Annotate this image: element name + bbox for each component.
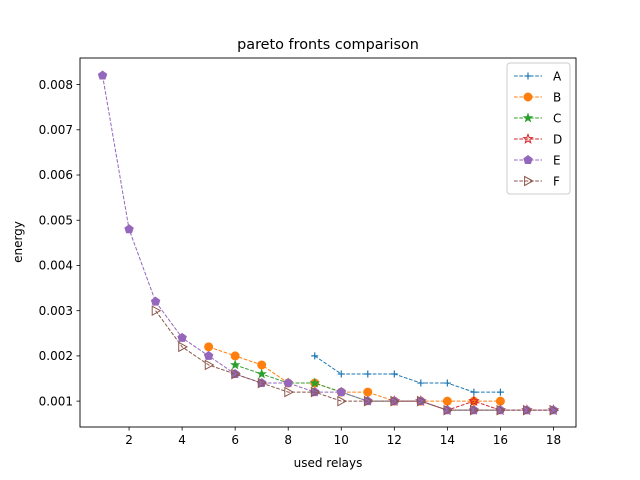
- series-E: [97, 70, 559, 415]
- legend-box: [506, 62, 571, 195]
- x-tick-label: 12: [387, 433, 402, 447]
- data-point-F: [231, 368, 242, 380]
- data-point-A: [337, 370, 345, 378]
- x-tick-label: 14: [440, 433, 455, 447]
- x-tick-label: 8: [284, 433, 292, 447]
- x-axis-ticks: 2 4 6 8 10 12 14 16 18: [125, 427, 561, 447]
- data-point-F: [496, 404, 507, 416]
- x-tick-label: 16: [493, 433, 508, 447]
- data-point-F: [310, 386, 321, 398]
- data-point-C: [256, 368, 267, 379]
- legend-entry-A: A: [514, 70, 562, 84]
- data-point-F: [549, 404, 560, 416]
- legend-label: B: [553, 91, 561, 105]
- series-E-line: [102, 75, 554, 411]
- data-point-B: [495, 396, 505, 406]
- y-tick-label: 0.005: [39, 213, 73, 227]
- legend-label: E: [553, 154, 561, 168]
- data-point-F: [204, 359, 215, 371]
- data-point-B: [257, 360, 267, 370]
- data-point-A: [390, 370, 398, 378]
- legend-label: D: [553, 133, 562, 147]
- legend-label: C: [553, 112, 561, 126]
- data-point-C: [229, 359, 241, 370]
- y-tick-label: 0.001: [39, 394, 73, 408]
- data-point-F: [469, 404, 480, 416]
- y-axis-ticks: 0.001 0.002 0.003 0.004 0.005 0.006 0.007 0.008: [39, 78, 80, 408]
- data-point-E: [177, 332, 187, 342]
- data-point-E: [150, 296, 161, 306]
- x-tick-label: 10: [334, 433, 349, 447]
- y-tick-label: 0.006: [39, 168, 73, 182]
- data-point-B: [204, 342, 214, 352]
- data-point-A: [311, 352, 319, 360]
- data-point-F: [363, 395, 374, 407]
- legend-entry-D: D: [514, 133, 562, 147]
- legend-marker-D: [522, 132, 534, 144]
- series-A: [311, 352, 504, 396]
- data-point-A: [364, 370, 372, 378]
- data-point-A: [417, 379, 425, 387]
- data-point-F: [390, 395, 401, 407]
- legend-marker-F: [524, 175, 534, 187]
- data-point-B: [363, 387, 373, 397]
- data-point-B: [442, 396, 452, 406]
- data-point-E: [283, 378, 293, 388]
- data-point-C: [309, 377, 320, 388]
- series-C: [229, 359, 506, 415]
- legend-marker-C: [522, 112, 534, 123]
- data-point-F: [151, 305, 162, 317]
- legend-entry-E: E: [514, 154, 561, 168]
- data-point-F: [523, 404, 533, 416]
- data-point-A: [496, 388, 504, 396]
- data-point-F: [337, 395, 348, 407]
- y-axis-label: energy: [11, 221, 25, 263]
- x-tick-label: 6: [231, 433, 239, 447]
- legend-marker-E: [523, 155, 533, 165]
- x-tick-label: 4: [178, 433, 186, 447]
- data-point-A: [443, 379, 451, 387]
- y-tick-label: 0.007: [39, 123, 73, 137]
- data-point-A: [470, 388, 478, 396]
- data-point-F: [284, 386, 295, 398]
- y-tick-label: 0.002: [39, 349, 73, 363]
- x-axis-label: used relays: [294, 456, 363, 470]
- y-tick-label: 0.003: [39, 304, 73, 318]
- data-point-D: [468, 395, 480, 407]
- data-point-E: [203, 350, 214, 360]
- legend-label: F: [553, 175, 560, 189]
- legend-entry-B: B: [514, 91, 561, 105]
- series-F: [151, 305, 560, 416]
- legend-marker-B: [523, 92, 533, 102]
- data-point-B: [230, 351, 240, 361]
- y-tick-label: 0.004: [39, 259, 73, 273]
- legend-label: A: [553, 70, 562, 84]
- data-point-E: [124, 224, 134, 234]
- legend-marker-A: [524, 72, 532, 80]
- data-point-F: [257, 377, 268, 389]
- data-point-E: [97, 70, 108, 80]
- x-tick-label: 2: [125, 433, 133, 447]
- data-point-F: [443, 404, 454, 416]
- legend-entry-C: C: [514, 112, 561, 126]
- plot-frame: [79, 57, 577, 428]
- series-F-line: [155, 310, 554, 411]
- data-point-F: [416, 395, 427, 407]
- series-layer: [97, 70, 560, 416]
- legend-entry-F: F: [514, 175, 560, 189]
- chart-title: pareto fronts comparison: [237, 37, 419, 53]
- x-tick-label: 18: [546, 433, 561, 447]
- y-tick-label: 0.008: [39, 78, 73, 92]
- data-point-E: [336, 387, 346, 397]
- data-point-F: [178, 341, 188, 353]
